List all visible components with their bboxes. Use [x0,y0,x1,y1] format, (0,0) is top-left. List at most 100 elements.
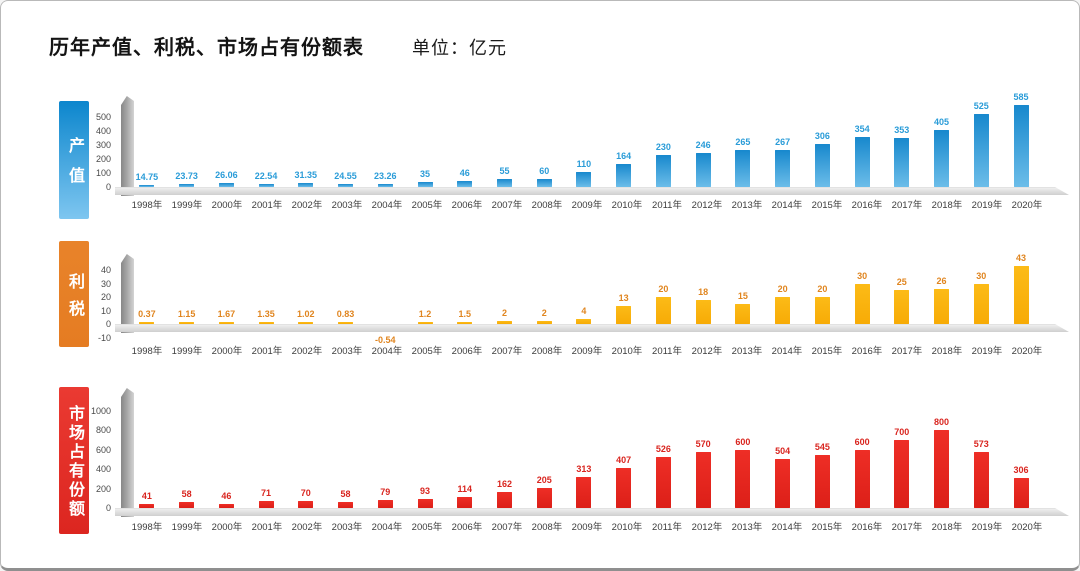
bar-slot: 20 [644,259,684,324]
bar [536,488,552,508]
bar [298,501,314,508]
bar-value-label: 30 [857,270,868,281]
bar-value-label: 2 [541,308,547,319]
axis-3d-pillar [121,96,134,196]
bar-value-label: 525 [973,100,989,111]
bar [179,502,195,508]
x-axis-label: 2016年 [851,522,883,533]
unit-label: 单位：亿元 [412,38,507,58]
y-axis-tick-label: 0 [105,182,111,192]
bar-slot: 43 [1001,253,1041,324]
bar-value-label: 26 [936,275,947,286]
y-axis-tick-label: 0 [105,503,111,513]
bars-container: 0.37 1.15 1.67 1.35 1.02 0.83 -0.54 1.2 1.5 2 2 4 13… [127,253,1041,345]
bar [338,322,354,324]
x-axis-label: 1999年 [171,200,203,211]
x-axis-label: 2003年 [331,200,363,211]
x-axis-label: 2017年 [891,346,923,357]
bar-value-label: 20 [777,284,788,294]
bar-slot: 570 [683,393,723,508]
x-axis-label: 2010年 [611,346,643,357]
x-axis-label: 2002年 [291,200,323,211]
x-axis-label: 2000年 [211,200,243,211]
bar-value-label: 504 [775,445,791,456]
x-axis-label: 2015年 [811,522,843,533]
y-axis: 0 100 200 300 400 500 [85,101,115,192]
bar-value-label: 1.35 [257,309,275,319]
x-axis-label: 2011年 [652,346,682,357]
bar-value-label: 0.37 [138,309,156,319]
bar-value-label: 14.75 [135,171,159,182]
bar-value-label: 570 [695,439,711,450]
x-axis-label: 2005年 [411,200,443,211]
bar [894,137,910,187]
bar [496,321,512,324]
bar-slot: 25 [882,259,922,324]
page-title: 历年产值、利税、市场占有份额表 [49,37,364,59]
x-axis-label: 2007年 [491,200,523,211]
bar-slot: 526 [644,393,684,508]
x-axis-label: 2009年 [571,200,603,211]
x-axis-label: 2001年 [251,522,283,533]
x-axis-label: 2014年 [771,346,803,357]
bar [655,456,671,508]
bar-slot: 15 [723,259,763,324]
title-row: 历年产值、利税、市场占有份额表 单位：亿元 [49,31,507,60]
x-axis-label: 2014年 [771,200,803,211]
bar-slot: 23.73 [167,101,207,187]
bar [616,306,632,324]
y-axis-tick-label: 100 [95,168,111,178]
bar-slot: 60 [524,101,564,187]
bar [894,439,910,508]
bar [139,322,155,324]
x-axis-label: 2003年 [331,522,363,533]
bar [218,321,234,324]
bar-value-label: 573 [973,439,989,450]
bar [854,137,870,187]
x-axis-label: 1998年 [131,200,163,211]
bar-slot: 405 [922,101,962,187]
x-axis-label: 2012年 [691,522,723,533]
bar-slot: 407 [604,393,644,508]
y-axis-tick-label: 800 [95,425,111,435]
x-axis-labels: 1998年 1999年 2000年 2001年 2002年 2003年 2004年 2005年… [127,197,1047,211]
bar [258,501,274,508]
x-axis-label: 2009年 [571,522,603,533]
y-axis-tick-label: 0 [105,319,111,329]
bar-slot: 573 [961,393,1001,508]
x-axis-label: 2020年 [1011,346,1043,357]
bar-value-label: 41 [141,491,152,502]
bar-slot: 230 [644,101,684,187]
bar-slot: 354 [842,101,882,187]
bar [775,458,791,508]
bar-value-label: 93 [419,485,431,496]
x-axis-label: 2012年 [691,346,723,357]
bar-value-label: 25 [896,277,907,288]
x-axis-label: 2018年 [931,200,963,211]
bar-slot: 162 [485,393,525,508]
bar-value-label: 35 [419,169,431,180]
y-axis-tick-label: 200 [95,154,111,164]
bar-value-label: 55 [499,166,510,177]
bar [973,452,989,508]
bar-value-label: 600 [854,436,870,447]
bar-slot: 306 [1001,393,1041,508]
bar-value-label: 70 [300,488,311,499]
x-axis-label: 2012年 [691,200,723,211]
bar [338,183,354,187]
bar [616,164,632,187]
bar [735,149,751,187]
y-axis-tick-label: 30 [100,278,111,289]
y-axis-tick-label: 400 [95,464,111,474]
bar-slot: 26 [922,259,962,324]
bar [934,430,950,508]
bar-value-label: 267 [775,136,791,147]
bar [536,321,552,324]
x-axis-label: 2018年 [931,522,963,533]
y-axis: 0 200 400 600 800 1000 [85,393,115,514]
bar-value-label: 800 [934,417,950,427]
x-axis-label: 2015年 [811,200,843,211]
bar-slot: 306 [802,101,842,187]
bar-slot: 30 [842,259,882,324]
